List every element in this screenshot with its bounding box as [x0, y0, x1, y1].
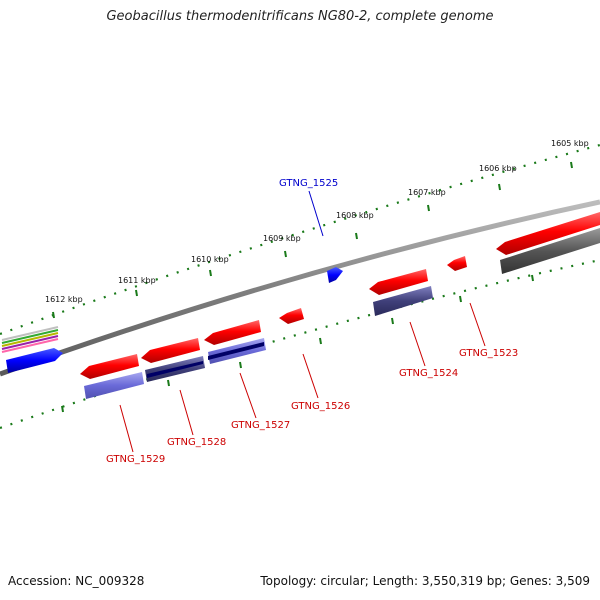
kbp-label-1605: 1605 kbp — [551, 139, 589, 148]
reverse-genes[interactable] — [80, 212, 600, 379]
kbp-label-1608: 1608 kbp — [336, 211, 374, 220]
label-gtng-1525: GTNG_1525 — [279, 178, 338, 189]
gene-gtng-1524 — [369, 269, 428, 295]
label-gtng-1529: GTNG_1529 — [106, 454, 165, 465]
gene-gtng-1523 — [447, 256, 467, 271]
label-gtng-1524: GTNG_1524 — [399, 368, 458, 379]
kbp-labels: 1612 kbp 1611 kbp 1610 kbp 1609 kbp 1608… — [45, 139, 589, 304]
inner-ruler — [0, 258, 600, 430]
reverse-features[interactable] — [84, 228, 600, 399]
gene-right-edge — [496, 212, 600, 255]
label-gtng-1526: GTNG_1526 — [291, 401, 350, 412]
kbp-label-1609: 1609 kbp — [263, 234, 301, 243]
feature-1529 — [84, 372, 144, 399]
gene-gtng-1527 — [204, 320, 261, 345]
genome-summary-text: Topology: circular; Length: 3,550,319 bp… — [260, 574, 590, 588]
kbp-label-1612: 1612 kbp — [45, 295, 83, 304]
forward-gene-left[interactable] — [6, 348, 63, 373]
label-gtng-1523: GTNG_1523 — [459, 348, 518, 359]
gene-gtng-1529 — [80, 354, 139, 379]
outer-ruler — [0, 143, 600, 336]
kbp-label-1610: 1610 kbp — [191, 255, 229, 264]
feature-stack-left[interactable] — [1, 326, 59, 353]
gene-gtng-1526 — [279, 308, 304, 324]
forward-leader-line — [308, 190, 324, 237]
genome-backbone — [0, 199, 600, 377]
label-gtng-1527: GTNG_1527 — [231, 420, 290, 431]
reverse-leader-lines — [119, 302, 486, 453]
kbp-label-1606: 1606 kbp — [479, 164, 517, 173]
kbp-label-1611: 1611 kbp — [118, 276, 156, 285]
outer-major-ticks — [52, 161, 573, 319]
feature-right-edge — [500, 228, 600, 274]
label-gtng-1528: GTNG_1528 — [167, 437, 226, 448]
gene-labels: GTNG_1525 GTNG_1529 GTNG_1528 GTNG_1527 … — [106, 178, 518, 465]
kbp-label-1607: 1607 kbp — [408, 188, 446, 197]
gene-gtng-1528 — [141, 338, 200, 363]
map-title: Geobacillus thermodenitrificans NG80-2, … — [106, 9, 494, 24]
gene-gtng-1525[interactable] — [327, 267, 343, 283]
inner-major-ticks — [61, 274, 534, 413]
feature-1524 — [373, 286, 433, 316]
accession-text: Accession: NC_009328 — [8, 574, 145, 588]
